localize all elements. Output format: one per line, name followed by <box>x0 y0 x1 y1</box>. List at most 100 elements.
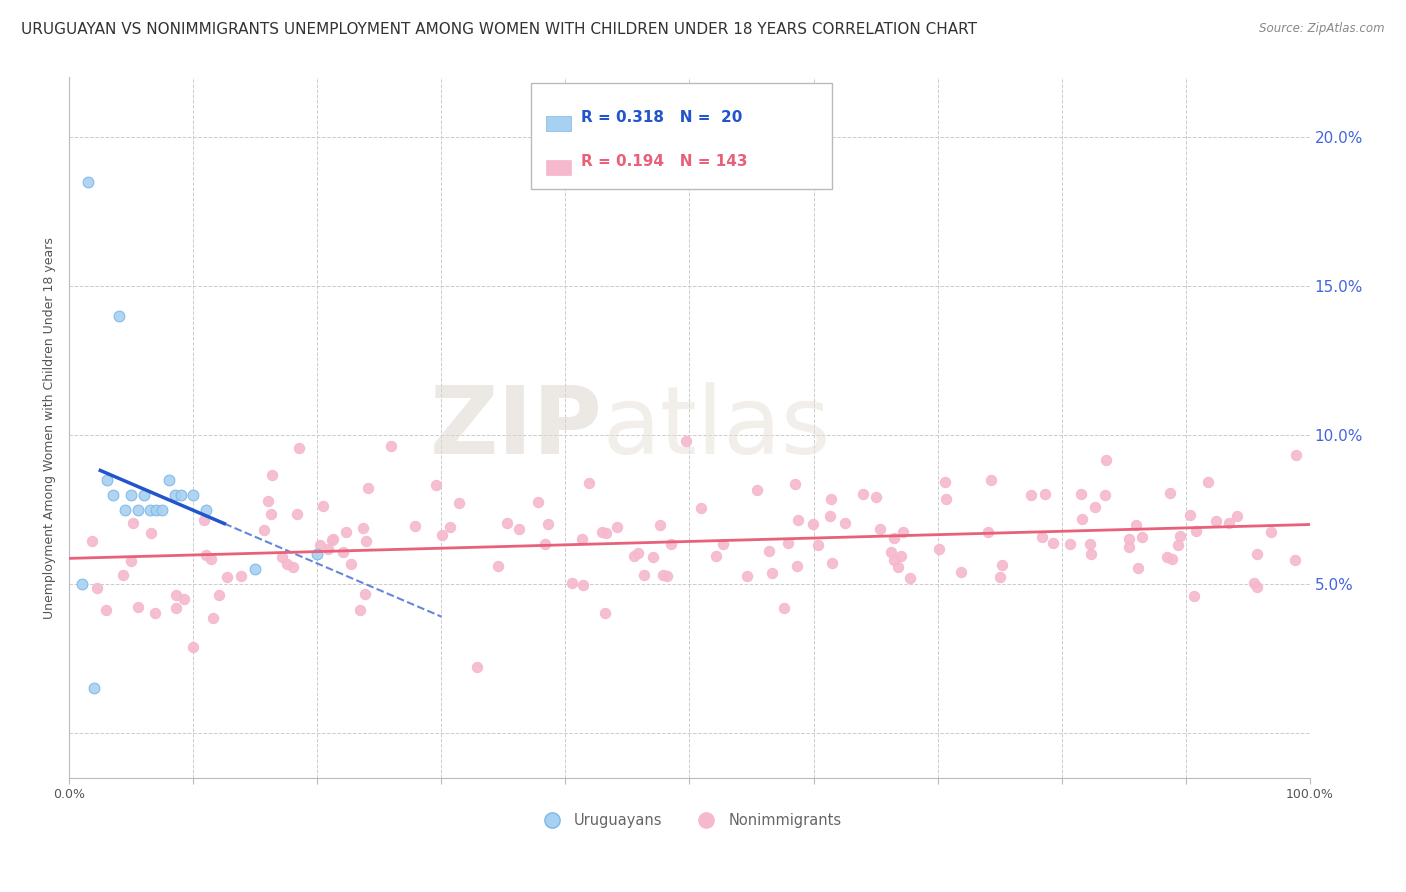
Point <box>1118 540 1140 554</box>
Point <box>1042 536 1064 550</box>
Point <box>486 558 509 573</box>
Point <box>758 543 780 558</box>
Point <box>1243 576 1265 591</box>
Point <box>1159 485 1181 500</box>
Point <box>704 549 727 563</box>
Point <box>281 560 304 574</box>
Point <box>352 521 374 535</box>
Point <box>356 481 378 495</box>
Point <box>713 536 735 550</box>
Point <box>783 477 806 491</box>
Point <box>1033 487 1056 501</box>
Point <box>1205 514 1227 528</box>
Text: URUGUAYAN VS NONIMMIGRANTS UNEMPLOYMENT AMONG WOMEN WITH CHILDREN UNDER 18 YEARS: URUGUAYAN VS NONIMMIGRANTS UNEMPLOYMENT … <box>21 22 977 37</box>
Point <box>260 508 283 522</box>
Point <box>332 544 354 558</box>
Point <box>335 524 357 539</box>
Point <box>108 309 131 323</box>
Point <box>928 541 950 556</box>
Point <box>821 556 844 570</box>
Point <box>439 520 461 534</box>
Point <box>183 488 205 502</box>
Point <box>70 577 93 591</box>
Point <box>1059 536 1081 550</box>
Point <box>1161 552 1184 566</box>
Point <box>157 473 180 487</box>
Point <box>193 513 215 527</box>
Point <box>690 501 713 516</box>
Point <box>496 516 519 530</box>
Point <box>786 513 808 527</box>
Point <box>1094 487 1116 501</box>
Point <box>285 508 308 522</box>
Point <box>650 518 672 533</box>
Point <box>879 545 901 559</box>
Text: Source: ZipAtlas.com: Source: ZipAtlas.com <box>1260 22 1385 36</box>
Point <box>561 576 583 591</box>
Point <box>1185 524 1208 538</box>
Point <box>349 603 371 617</box>
Point <box>745 483 768 498</box>
Point <box>1246 580 1268 594</box>
Point <box>592 524 614 539</box>
Y-axis label: Unemployment Among Women with Children Under 18 years: Unemployment Among Women with Children U… <box>44 236 56 618</box>
Point <box>101 488 124 502</box>
Point <box>127 502 149 516</box>
Legend: Uruguayans, Nonimmigrants: Uruguayans, Nonimmigrants <box>531 807 848 834</box>
Point <box>655 569 678 583</box>
Point <box>1118 532 1140 546</box>
Text: R = 0.318   N =  20: R = 0.318 N = 20 <box>581 110 742 125</box>
Point <box>593 606 616 620</box>
Point <box>661 537 683 551</box>
Point <box>127 599 149 614</box>
Point <box>1019 488 1042 502</box>
Point <box>900 571 922 585</box>
Point <box>1167 538 1189 552</box>
Point <box>865 490 887 504</box>
Point <box>83 681 105 696</box>
Point <box>776 535 799 549</box>
Point <box>891 524 914 539</box>
Point <box>934 475 956 489</box>
Point <box>571 533 593 547</box>
Point <box>165 601 187 615</box>
Point <box>834 516 856 531</box>
Point <box>340 557 363 571</box>
Point <box>288 442 311 456</box>
Point <box>1125 517 1147 532</box>
Point <box>322 532 344 546</box>
Point <box>890 549 912 564</box>
Point <box>883 531 905 545</box>
Point <box>578 476 600 491</box>
Point <box>139 502 162 516</box>
Point <box>1284 553 1306 567</box>
Point <box>537 516 560 531</box>
Point <box>534 537 557 551</box>
Point <box>976 525 998 540</box>
Point <box>980 473 1002 487</box>
Point <box>231 569 253 583</box>
Point <box>761 566 783 580</box>
Point <box>606 519 628 533</box>
Point <box>404 518 426 533</box>
Point <box>309 538 332 552</box>
Point <box>883 552 905 566</box>
Point <box>1080 547 1102 561</box>
Point <box>1156 549 1178 564</box>
Point <box>143 606 166 620</box>
Point <box>449 496 471 510</box>
Point <box>145 502 167 516</box>
Point <box>253 523 276 537</box>
Point <box>194 502 217 516</box>
Point <box>120 553 142 567</box>
Point <box>141 525 163 540</box>
Point <box>820 492 842 507</box>
Point <box>508 522 530 536</box>
Point <box>170 488 193 502</box>
Point <box>207 588 229 602</box>
Point <box>201 610 224 624</box>
Point <box>256 494 278 508</box>
Point <box>94 603 117 617</box>
Point <box>988 570 1011 584</box>
Point <box>1180 508 1202 522</box>
